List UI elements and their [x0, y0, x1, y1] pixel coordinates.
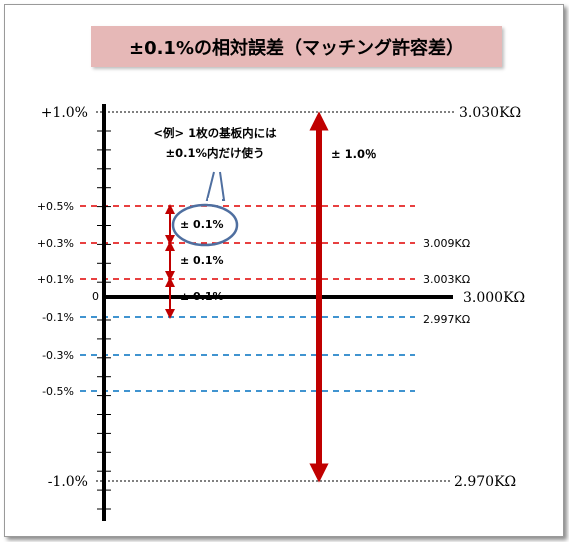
callout-ellipse: [171, 203, 239, 247]
right-label-3.030: 3.030KΩ: [459, 105, 521, 121]
left-label-plus-0.3: +0.3%: [37, 237, 74, 250]
left-label-plus-1.0: +1.0%: [41, 105, 88, 121]
left-label-minus-0.3: -0.3%: [42, 349, 74, 362]
axis-ticks: [97, 130, 111, 510]
callout-tail-mask: [208, 198, 222, 204]
small-arrow-label-middle: ± 0.1%: [180, 254, 224, 267]
left-label-minus-1.0: -1.0%: [48, 474, 88, 490]
small-arrow-label-upper: ± 0.1%: [180, 218, 224, 231]
left-label-plus-0.5: +0.5%: [37, 200, 74, 213]
diagram-title: ±0.1%の相対誤差（マッチング許容差）: [128, 37, 464, 59]
right-label-3.009: 3.009KΩ: [423, 237, 470, 250]
callout-line-1: <例> 1枚の基板内には: [153, 126, 277, 140]
right-label-2.997: 2.997KΩ: [423, 313, 470, 326]
right-label-3.000: 3.000KΩ: [463, 290, 525, 306]
big-arrow-label: ± 1.0％: [331, 147, 377, 161]
left-label-plus-0.1: +0.1%: [37, 273, 74, 286]
small-arrow-label-lower: ± 0.1%: [180, 290, 224, 303]
left-label-minus-0.1: -0.1%: [42, 311, 74, 324]
left-label-minus-0.5: -0.5%: [42, 385, 74, 398]
callout-tail: [205, 171, 226, 201]
zero-label: 0: [92, 290, 99, 303]
right-label-3.003: 3.003KΩ: [423, 273, 470, 286]
diagram-frame: ±0.1%の相対誤差（マッチング許容差）: [4, 4, 564, 537]
right-label-2.970: 2.970KΩ: [454, 474, 516, 490]
title-banner: ±0.1%の相対誤差（マッチング許容差）: [91, 26, 502, 67]
callout-line-2: ±0.1%内だけ使う: [165, 146, 264, 160]
